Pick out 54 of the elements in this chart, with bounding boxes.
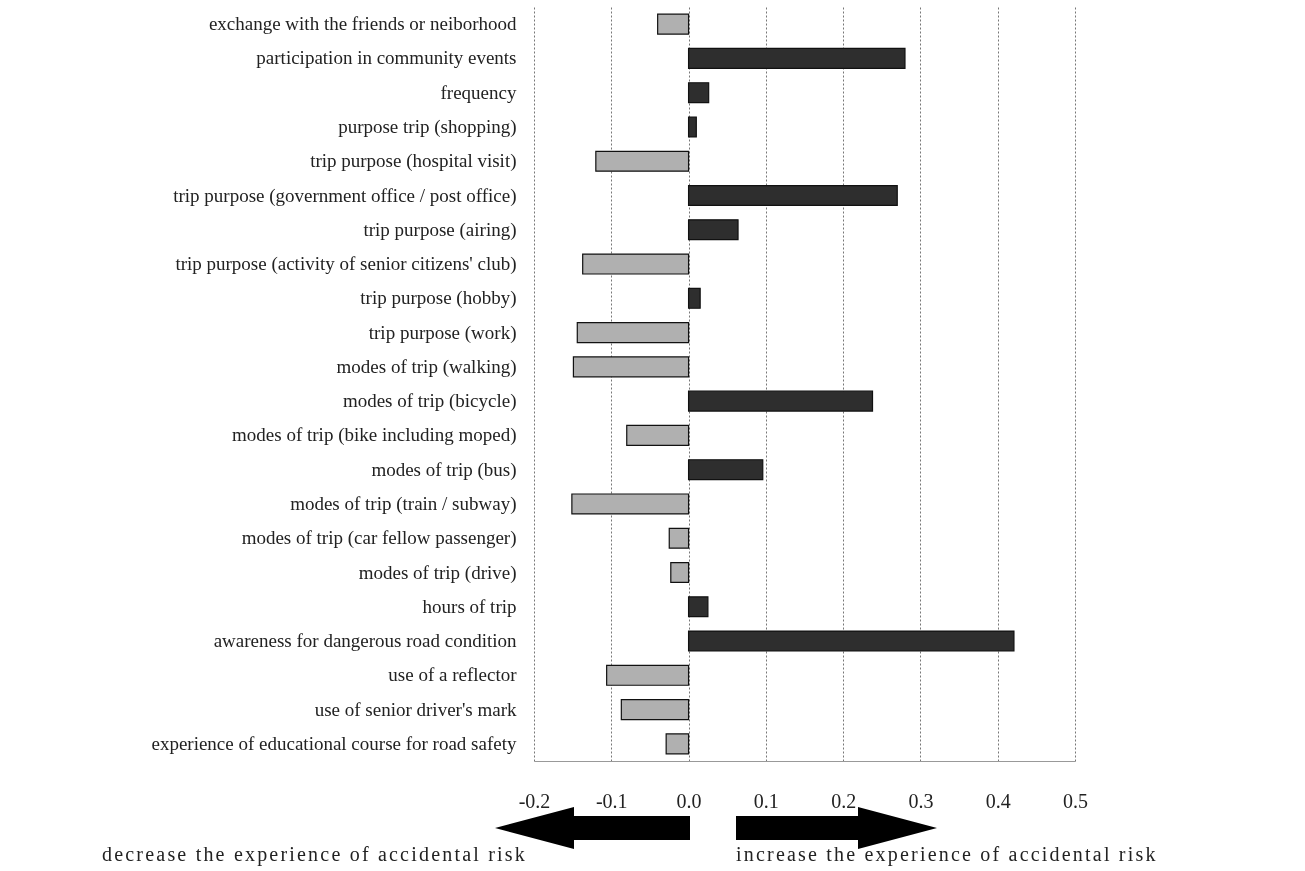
bar: [687, 287, 701, 309]
bar: [571, 493, 690, 515]
y-tick-label: modes of trip (walking): [336, 355, 517, 378]
y-tick-label: trip purpose (activity of senior citizens' club): [175, 253, 517, 276]
bar: [620, 699, 690, 721]
y-tick-label: awareness for dangerous road condition: [213, 630, 517, 652]
text: increase the experience of accidental risk: [736, 843, 1158, 866]
y-tick-label: modes of trip (bike including moped): [232, 424, 517, 447]
bar: [576, 322, 690, 344]
x-tick-label: 0.0: [676, 789, 702, 812]
y-tick-label: trip purpose (airing): [363, 218, 517, 241]
bar: [595, 150, 690, 172]
bar: [572, 356, 690, 378]
y-tick-label: trip purpose (work): [368, 321, 517, 344]
y-tick-label: exchange with the friends or neiborhood: [208, 13, 517, 35]
bar: [665, 733, 690, 755]
bar: [670, 561, 690, 584]
y-tick-label: purpose trip (shopping): [338, 115, 517, 138]
bar: [687, 116, 697, 138]
bar: [657, 13, 690, 35]
x-tick-label: 0.4: [985, 789, 1011, 812]
bar: [687, 596, 709, 618]
y-tick-label: modes of trip (bicycle): [342, 390, 517, 413]
bar: [687, 47, 906, 69]
y-tick-label: modes of trip (drive): [358, 561, 517, 584]
y-tick-label: use of senior driver's mark: [314, 698, 517, 720]
x-tick-label: 0.5: [1063, 789, 1088, 812]
y-tick-label: frequency: [440, 81, 517, 103]
bar: [687, 390, 874, 412]
text: decrease the experience of accidental risk: [102, 843, 527, 866]
y-tick-label: hours of trip: [422, 595, 517, 617]
y-tick-label: modes of trip (bus): [371, 458, 517, 481]
bar: [668, 527, 690, 549]
bar: [687, 184, 898, 207]
y-tick-label: modes of trip (train / subway): [290, 492, 517, 515]
x-tick-label: 0.1: [753, 789, 779, 812]
y-tick-label: trip purpose (hospital visit): [310, 150, 517, 173]
x-tick-label: 0.3: [908, 789, 934, 812]
y-tick-label: experience of educational course for road safety: [151, 732, 517, 754]
x-tick-label: 0.2: [831, 789, 857, 812]
bar: [687, 459, 764, 481]
bar: [606, 664, 690, 686]
y-tick-label: modes of trip (car fellow passenger): [241, 527, 517, 550]
bar: [687, 219, 739, 241]
y-tick-label: trip purpose (hobby): [360, 287, 517, 310]
x-tick-label: -0.1: [595, 789, 628, 812]
y-tick-label: participation in community events: [256, 47, 517, 69]
y-tick-label: trip purpose (government office / post office): [173, 184, 517, 207]
x-tick-label: -0.2: [518, 789, 551, 812]
bar: [582, 253, 690, 275]
bar: [626, 424, 690, 446]
y-tick-label: use of a reflector: [388, 664, 518, 686]
bar: [687, 82, 710, 104]
bar: [687, 630, 1015, 652]
